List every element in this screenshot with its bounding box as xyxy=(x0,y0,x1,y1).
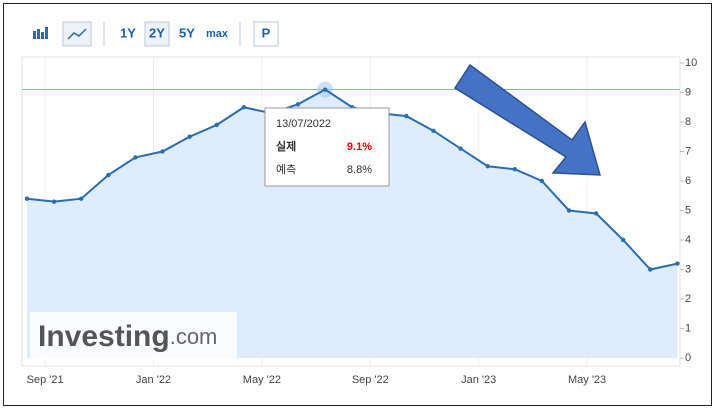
range-button[interactable]: 5Y xyxy=(179,25,195,40)
point xyxy=(187,134,192,139)
point xyxy=(485,164,490,169)
logo-name: Investing xyxy=(38,320,170,353)
range-button[interactable]: P xyxy=(262,25,271,40)
tooltip-date: 13/07/2022 xyxy=(276,118,331,130)
point xyxy=(404,113,409,119)
y-tick-label: 5 xyxy=(685,204,691,216)
y-tick-label: 3 xyxy=(685,263,691,275)
point xyxy=(295,102,301,107)
logo-box xyxy=(30,312,237,360)
point xyxy=(51,199,57,204)
point xyxy=(79,196,84,201)
x-tick-label: Sep '22 xyxy=(352,374,389,386)
y-tick-label: 7 xyxy=(685,145,691,157)
tooltip-actual-label: 실제 xyxy=(276,139,296,153)
tooltip-forecast-value: 8.8% xyxy=(347,164,372,176)
point xyxy=(241,105,246,110)
point xyxy=(458,146,463,151)
x-tick-label: Sep '21 xyxy=(27,374,64,386)
point xyxy=(160,149,165,154)
y-tick-label: 10 xyxy=(685,57,697,69)
point xyxy=(593,211,599,216)
bar-chart-icon[interactable] xyxy=(33,27,48,39)
area-fill xyxy=(27,89,678,359)
point xyxy=(621,237,626,243)
range-button[interactable]: 2Y xyxy=(149,25,165,40)
range-button[interactable]: 1Y xyxy=(120,25,136,40)
point xyxy=(512,167,517,172)
x-tick-label: Jan '22 xyxy=(136,374,171,386)
y-tick-label: 8 xyxy=(685,116,691,128)
point xyxy=(24,196,30,201)
range-button[interactable]: max xyxy=(206,28,229,40)
logo: Investing.com xyxy=(38,320,217,353)
point xyxy=(431,128,436,134)
point xyxy=(133,155,138,160)
point xyxy=(214,122,219,128)
line-chart-icon xyxy=(67,28,87,40)
point xyxy=(539,178,545,184)
y-tick-label: 0 xyxy=(685,352,691,364)
active-range xyxy=(144,21,170,47)
point xyxy=(648,267,653,272)
tooltip-forecast-label: 예측 xyxy=(276,163,296,176)
y-tick-label: 2 xyxy=(685,293,691,305)
point xyxy=(675,261,680,266)
y-tick-label: 6 xyxy=(685,175,691,187)
x-tick-label: Jan '23 xyxy=(461,374,496,386)
logo-suffix: .com xyxy=(170,324,218,349)
x-tick-label: May '22 xyxy=(243,374,281,386)
point xyxy=(322,87,328,92)
point xyxy=(566,208,572,213)
trend-arrow xyxy=(453,63,602,176)
x-tick-label: May '23 xyxy=(568,374,606,386)
y-tick-label: 1 xyxy=(685,322,691,334)
y-tick-label: 9 xyxy=(685,86,691,98)
y-tick-label: 4 xyxy=(685,234,691,246)
tooltip-actual-value: 9.1% xyxy=(347,141,372,153)
point xyxy=(106,172,111,178)
p-button-box xyxy=(253,21,279,47)
tooltip xyxy=(264,107,390,187)
